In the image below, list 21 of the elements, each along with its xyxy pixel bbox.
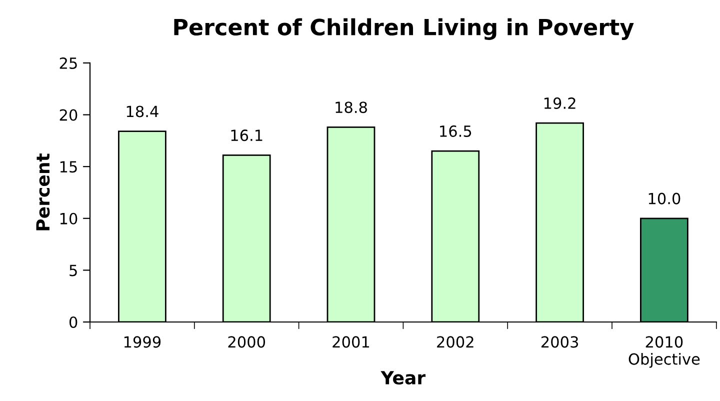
data-label: 18.4 — [126, 106, 158, 118]
x-tick-label: 2003 — [541, 336, 578, 348]
data-label: 18.8 — [336, 102, 367, 114]
y-axis-title: Percent — [36, 153, 50, 230]
x-axis-title: Year — [380, 371, 426, 385]
x-tick-label: 2010 Objective — [628, 336, 700, 368]
y-tick-label: 20 — [60, 109, 78, 121]
data-label: 16.1 — [231, 130, 262, 142]
y-tick-label: 10 — [60, 212, 78, 224]
x-tick-label: 1999 — [124, 336, 161, 348]
x-tick-label: 2000 — [228, 336, 266, 348]
data-label: 19.2 — [544, 97, 576, 109]
x-tick-label: 2002 — [437, 336, 474, 348]
x-tick-label: 2001 — [332, 336, 370, 348]
data-label: 16.5 — [440, 125, 472, 137]
y-tick-label: 25 — [60, 57, 77, 69]
chart-title: Percent of Children Living in Poverty — [174, 18, 634, 40]
y-tick-label: 0 — [69, 316, 78, 328]
y-tick-label: 15 — [60, 161, 77, 173]
y-tick-label: 5 — [70, 264, 77, 276]
data-label: 10.0 — [648, 192, 680, 204]
